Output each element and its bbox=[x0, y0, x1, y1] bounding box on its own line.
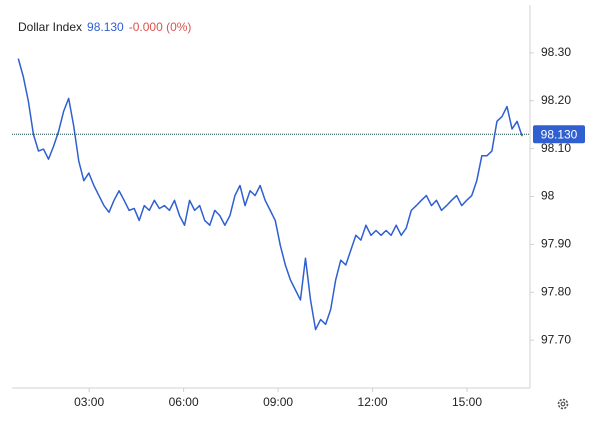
x-tick-label: 15:00 bbox=[452, 395, 482, 409]
x-tick-label: 09:00 bbox=[263, 395, 293, 409]
y-tick-label: 97.80 bbox=[541, 284, 571, 298]
y-tick-label: 98.10 bbox=[541, 141, 571, 155]
current-price-label: 98.130 bbox=[541, 127, 578, 141]
price-line bbox=[17, 58, 523, 331]
x-tick-label: 03:00 bbox=[74, 395, 104, 409]
gear-hole bbox=[560, 401, 566, 407]
y-tick-label: 97.90 bbox=[541, 237, 571, 251]
current-price-tag bbox=[533, 125, 585, 144]
gear-outline bbox=[557, 398, 569, 410]
x-tick-label: 12:00 bbox=[358, 395, 388, 409]
chart-header: Dollar Index 98.130 -0.000 (0%) bbox=[18, 20, 196, 34]
chart-title: Dollar Index bbox=[18, 20, 83, 34]
price-change: -0.000 (0%) bbox=[128, 20, 192, 34]
y-tick-label: 98 bbox=[541, 189, 555, 203]
y-tick-label: 98.20 bbox=[541, 93, 571, 107]
last-price: 98.130 bbox=[87, 20, 124, 34]
y-tick-label: 98.30 bbox=[541, 45, 571, 59]
y-tick-label: 97.70 bbox=[541, 332, 571, 346]
settings-icon[interactable] bbox=[557, 398, 569, 410]
x-tick-label: 06:00 bbox=[169, 395, 199, 409]
